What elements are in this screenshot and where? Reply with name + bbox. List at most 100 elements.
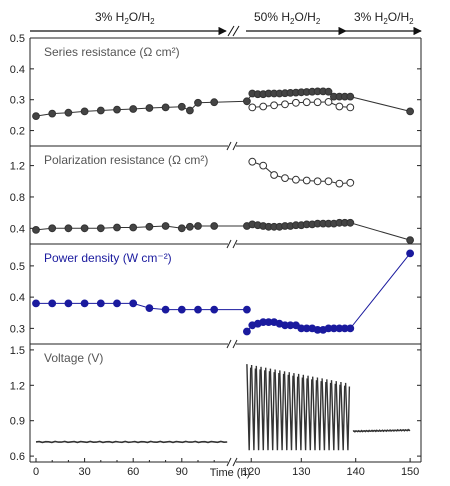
series-2 [243, 249, 415, 336]
axis-break-gap [228, 142, 236, 150]
data-point [96, 224, 105, 233]
axis-break-mark [232, 141, 238, 151]
voltage-cycle [283, 371, 289, 451]
series-2 [248, 98, 355, 112]
data-point [161, 305, 170, 314]
data-point [194, 222, 202, 230]
data-point [292, 175, 300, 184]
chart-panels: 0.5 0.4 0.3 0.2 Series resistance (Ω cm²) 1.2… [10, 33, 422, 467]
y-tick-label: 0.2 [10, 126, 25, 138]
data-point [64, 224, 73, 233]
data-point [48, 109, 57, 118]
panel-1: 0.5 0.4 0.3 0.2 Series resistance (Ω cm²) [10, 33, 422, 151]
x-axis-title: Time (h) [210, 467, 251, 479]
y-tick-label: 0.5 [10, 33, 25, 45]
y-tick-label: 1.5 [10, 345, 25, 357]
x-tick-label: 60 [127, 466, 139, 478]
data-point [145, 304, 154, 313]
data-point [302, 98, 311, 107]
data-point [281, 174, 289, 183]
series-1 [32, 87, 415, 120]
axis-break-mark [232, 339, 238, 349]
panel-4: 1.5 1.2 0.9 0.6 Voltage (V) [10, 344, 422, 467]
data-point [48, 224, 57, 233]
panel-label: Power density (W cm⁻²) [44, 251, 172, 265]
data-point [129, 223, 138, 232]
data-point [346, 92, 355, 101]
data-point [406, 107, 415, 116]
voltage-cycle [326, 379, 332, 451]
x-axis: Time (h) 0 30 60 90 120 130 140 150 [33, 458, 419, 479]
data-point [161, 103, 170, 112]
data-point [259, 161, 268, 170]
panel-label: Voltage (V) [44, 351, 103, 365]
panel-label: Polarization resistance (Ω cm²) [44, 153, 208, 167]
data-point [335, 179, 344, 188]
phase-label-1: 3% H2O/H2 [95, 10, 155, 26]
data-point [243, 305, 251, 314]
series-1 [32, 218, 415, 245]
voltage-trace [35, 440, 228, 444]
x-tick-label: 130 [292, 466, 310, 478]
data-point [324, 98, 333, 106]
data-point [177, 224, 186, 233]
data-point [80, 107, 89, 116]
data-point [129, 299, 138, 308]
data-point [32, 299, 40, 308]
data-point [210, 305, 219, 314]
y-tick-label: 1.2 [10, 380, 25, 392]
voltage-cycle [321, 378, 327, 451]
data-point [313, 177, 322, 186]
voltage-cycle [344, 382, 351, 451]
series-2 [248, 157, 355, 188]
data-point [346, 178, 355, 187]
axis-break-mark [232, 239, 238, 249]
voltage-cycle [330, 380, 336, 451]
data-point [186, 106, 194, 115]
data-point [64, 108, 73, 117]
axis-break-mark [226, 457, 232, 467]
series-1 [32, 299, 251, 314]
phase-label-3: 3% H2O/H2 [354, 10, 414, 26]
data-point [177, 305, 186, 314]
data-point [210, 98, 219, 107]
voltage-cycle [279, 370, 285, 451]
header-break-mark [232, 25, 240, 37]
series-1 [35, 440, 228, 444]
data-point [113, 299, 121, 308]
x-tick-label: 30 [78, 466, 90, 478]
data-point [194, 305, 202, 314]
series-line [35, 90, 411, 117]
axis-break-gap [228, 458, 236, 466]
data-point [161, 222, 170, 230]
axis-break-mark [232, 457, 238, 467]
panel-3: 0.5 0.4 0.3 Power density (W cm⁻²) [10, 244, 422, 349]
x-tick-label: 90 [176, 466, 188, 478]
series-2 [246, 364, 351, 451]
voltage-cycle [335, 381, 341, 451]
voltage-cycle [302, 374, 308, 451]
panel-label: Series resistance (Ω cm²) [44, 45, 180, 59]
axis-break-mark [226, 339, 232, 349]
data-point [186, 222, 194, 231]
data-point [406, 236, 415, 245]
header-arrows: 3% H2O/H2 50% H2O/H2 3% H2O/H2 [30, 10, 422, 37]
data-point [324, 87, 333, 96]
axis-break-gap [228, 340, 236, 348]
data-point [248, 103, 257, 112]
axis-break-mark [226, 141, 232, 151]
panel-2: 1.2 0.8 0.4 Polarization resistance (Ω cm²) [10, 146, 422, 249]
y-tick-label: 0.4 [10, 292, 25, 304]
data-point [177, 102, 186, 111]
series-line [252, 161, 351, 185]
header-break-mark [227, 25, 235, 37]
voltage-cycle [316, 377, 322, 451]
data-point [248, 157, 257, 166]
data-point [313, 98, 322, 107]
voltage-cycle [265, 367, 271, 451]
data-point [346, 103, 355, 112]
series-line [35, 222, 411, 241]
data-point [243, 97, 251, 106]
y-tick-label: 0.5 [10, 261, 25, 273]
data-point [243, 327, 251, 336]
